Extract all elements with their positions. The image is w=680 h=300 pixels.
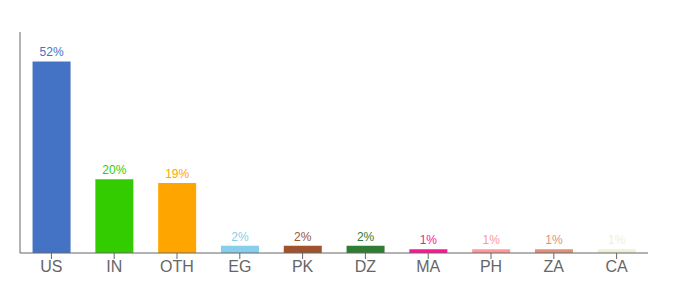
svg-text:US: US <box>40 258 62 275</box>
svg-text:OTH: OTH <box>160 258 194 275</box>
svg-text:19%: 19% <box>165 167 189 181</box>
svg-text:1%: 1% <box>482 233 500 247</box>
svg-text:1%: 1% <box>608 233 626 247</box>
svg-text:2%: 2% <box>357 230 375 244</box>
svg-text:IN: IN <box>106 258 122 275</box>
svg-text:CA: CA <box>605 258 628 275</box>
svg-text:2%: 2% <box>231 230 249 244</box>
svg-text:20%: 20% <box>102 163 126 177</box>
svg-text:52%: 52% <box>40 45 64 59</box>
svg-text:ZA: ZA <box>544 258 565 275</box>
svg-text:1%: 1% <box>420 233 438 247</box>
svg-text:PH: PH <box>480 258 502 275</box>
svg-text:MA: MA <box>416 258 440 275</box>
svg-text:DZ: DZ <box>355 258 377 275</box>
svg-text:EG: EG <box>228 258 251 275</box>
svg-text:2%: 2% <box>294 230 312 244</box>
svg-text:1%: 1% <box>545 233 563 247</box>
svg-text:PK: PK <box>292 258 314 275</box>
